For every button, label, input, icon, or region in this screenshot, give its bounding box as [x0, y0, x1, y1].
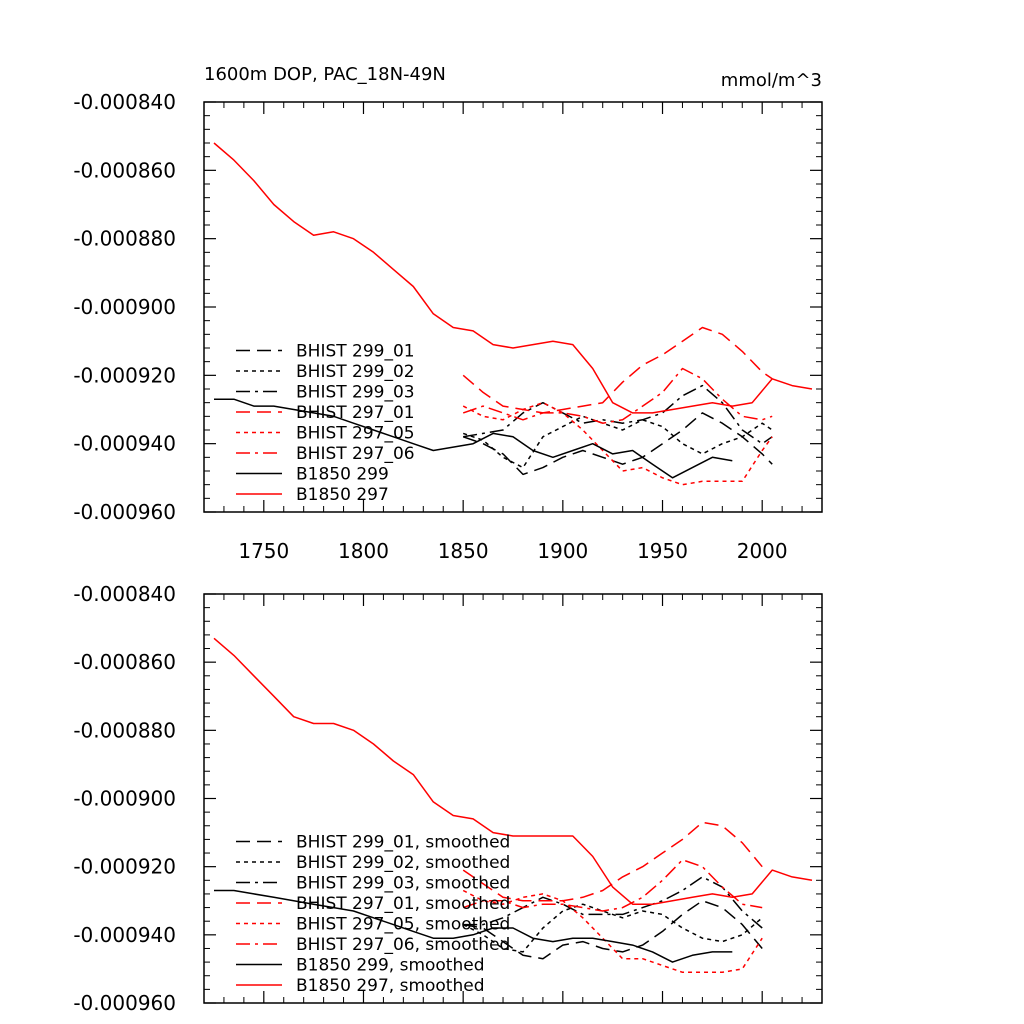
series-line — [462, 903, 763, 953]
series-line — [462, 401, 773, 486]
series-line — [214, 398, 733, 479]
series-line — [214, 889, 733, 963]
x-tick-label: 2000 — [737, 539, 788, 563]
chart-panel-1: -0.000840 -0.000860 -0.000880 -0.000900 -0.0… — [73, 64, 823, 563]
series-line — [463, 900, 763, 960]
y-tick-label: -0.000920 — [73, 363, 176, 387]
series-line — [462, 415, 773, 469]
series-line — [462, 859, 763, 912]
x-tick-label: 1800 — [338, 539, 389, 563]
series-line — [462, 412, 773, 476]
series-lines — [213, 142, 813, 486]
series-line — [462, 889, 763, 974]
legend-label: BHIST 297_05 — [296, 424, 415, 444]
legend-label: BHIST 299_03 — [296, 383, 415, 403]
series-line — [462, 367, 773, 424]
legend-label: BHIST 299_01, smoothed — [296, 833, 510, 853]
x-tick-label: 1900 — [537, 539, 588, 563]
series-line — [463, 384, 773, 445]
y-tick-label: -0.000960 — [73, 991, 176, 1015]
chart-panel-2: -0.000840 -0.000860 -0.000880 -0.000900 -0.0… — [73, 582, 823, 1015]
legend-label: BHIST 297_06, smoothed — [296, 935, 510, 955]
x-tick-label: 1950 — [637, 539, 688, 563]
legend-label: BHIST 299_02 — [296, 362, 415, 382]
legend-label: BHIST 297_01 — [296, 403, 415, 423]
series-line — [213, 142, 813, 414]
legend-label: BHIST 297_01, smoothed — [296, 894, 510, 914]
y-tick-label: -0.000880 — [73, 227, 176, 251]
y-tick-label: -0.000840 — [73, 582, 176, 606]
y-tick-label: -0.000880 — [73, 718, 176, 742]
chart-title: 1600m DOP, PAC_18N-49N — [204, 64, 446, 85]
legend-label: BHIST 299_02, smoothed — [296, 853, 510, 873]
y-tick-label: -0.000860 — [73, 650, 176, 674]
series-line — [462, 821, 763, 902]
x-tick-label: 1850 — [438, 539, 489, 563]
y-tick-label: -0.000860 — [73, 158, 176, 182]
y-tick-label: -0.000960 — [73, 500, 176, 524]
legend-label: B1850 299 — [296, 465, 389, 485]
y-tick-label: -0.000940 — [73, 432, 176, 456]
legend-label: BHIST 299_01 — [296, 342, 415, 362]
x-tick-label: 1750 — [238, 539, 289, 563]
y-tick-label: -0.000940 — [73, 923, 176, 947]
y-tick-label: -0.000900 — [73, 787, 176, 811]
legend-label: B1850 297 — [296, 485, 389, 505]
series-lines — [213, 637, 813, 974]
units-label: mmol/m^3 — [721, 70, 822, 91]
legend-label: BHIST 299_03, smoothed — [296, 874, 510, 894]
legend-label: B1850 297, smoothed — [296, 976, 485, 996]
y-tick-label: -0.000900 — [73, 295, 176, 319]
legend-label: BHIST 297_06 — [296, 444, 415, 464]
series-line — [462, 326, 773, 414]
legend-label: BHIST 297_05, smoothed — [296, 915, 510, 935]
series-line — [213, 637, 813, 905]
y-tick-label: -0.000920 — [73, 855, 176, 879]
y-tick-label: -0.000840 — [73, 90, 176, 114]
legend-label: B1850 299, smoothed — [296, 956, 485, 976]
